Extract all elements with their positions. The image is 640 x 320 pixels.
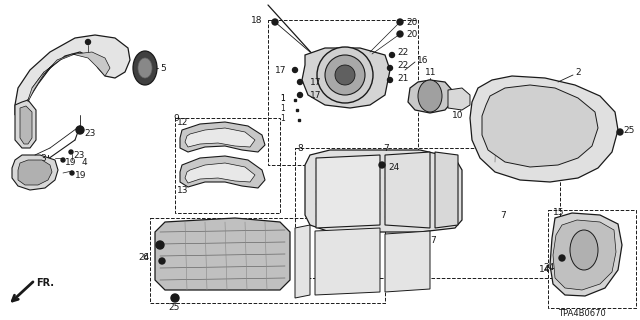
Polygon shape: [15, 100, 36, 148]
Circle shape: [272, 19, 278, 25]
Polygon shape: [20, 106, 32, 144]
Circle shape: [387, 77, 392, 83]
Text: 1: 1: [280, 114, 285, 123]
Polygon shape: [185, 128, 255, 147]
Text: 20: 20: [406, 18, 417, 27]
Ellipse shape: [335, 65, 355, 85]
Text: 24: 24: [139, 253, 150, 262]
Polygon shape: [12, 155, 58, 190]
Text: 25: 25: [623, 125, 634, 134]
Polygon shape: [185, 163, 255, 183]
Polygon shape: [553, 220, 616, 290]
Text: 23: 23: [73, 150, 84, 159]
Text: 20: 20: [406, 29, 417, 38]
Polygon shape: [15, 35, 130, 115]
Text: 23: 23: [84, 129, 95, 138]
Text: 1: 1: [280, 93, 285, 102]
Bar: [175, 118, 280, 213]
Circle shape: [617, 129, 623, 135]
Text: 1: 1: [280, 103, 285, 113]
Text: 1: 1: [280, 93, 285, 102]
Text: 18: 18: [250, 15, 262, 25]
Text: TPA4B0670: TPA4B0670: [558, 309, 605, 318]
Polygon shape: [385, 231, 430, 292]
Text: 17: 17: [310, 91, 321, 100]
Text: 19: 19: [75, 171, 86, 180]
Bar: [150, 218, 385, 303]
Ellipse shape: [325, 55, 365, 95]
Text: 7: 7: [500, 211, 506, 220]
Polygon shape: [302, 48, 390, 108]
Text: 10: 10: [452, 110, 463, 119]
Polygon shape: [482, 85, 598, 167]
Text: 12: 12: [177, 117, 188, 126]
Polygon shape: [18, 160, 52, 185]
Text: 22: 22: [397, 47, 408, 57]
Circle shape: [559, 255, 565, 261]
Circle shape: [397, 31, 403, 37]
Circle shape: [390, 52, 394, 58]
Text: 14: 14: [539, 266, 550, 275]
Text: 8: 8: [297, 143, 303, 153]
Text: 19: 19: [65, 157, 77, 166]
Ellipse shape: [317, 47, 373, 103]
Text: 22: 22: [397, 60, 408, 69]
Circle shape: [292, 68, 298, 73]
Polygon shape: [180, 122, 265, 152]
Circle shape: [379, 162, 385, 168]
Ellipse shape: [418, 80, 442, 112]
Bar: [295, 148, 560, 278]
Polygon shape: [316, 155, 380, 228]
Polygon shape: [295, 225, 310, 298]
Text: 6: 6: [142, 253, 148, 262]
Polygon shape: [385, 152, 430, 228]
Polygon shape: [408, 80, 452, 113]
Ellipse shape: [138, 58, 152, 78]
Circle shape: [387, 66, 392, 70]
Circle shape: [298, 79, 303, 84]
Circle shape: [76, 126, 84, 134]
Text: 17: 17: [310, 77, 321, 86]
Text: 24: 24: [388, 163, 399, 172]
Text: 2: 2: [575, 68, 580, 76]
Text: 13: 13: [177, 186, 189, 195]
Circle shape: [397, 19, 403, 25]
Polygon shape: [448, 88, 470, 110]
Text: 9: 9: [173, 114, 179, 123]
Circle shape: [70, 171, 74, 175]
Text: 24: 24: [544, 263, 555, 273]
Circle shape: [86, 39, 90, 44]
Ellipse shape: [133, 51, 157, 85]
Text: 21: 21: [397, 74, 408, 83]
Text: 17: 17: [275, 66, 286, 75]
Polygon shape: [470, 76, 618, 182]
Polygon shape: [155, 218, 290, 290]
Circle shape: [159, 258, 165, 264]
Polygon shape: [315, 228, 380, 295]
Circle shape: [171, 294, 179, 302]
Circle shape: [69, 150, 73, 154]
Polygon shape: [28, 52, 110, 102]
Text: FR.: FR.: [36, 278, 54, 288]
Bar: [268, 20, 418, 165]
Text: 7: 7: [383, 143, 388, 153]
Circle shape: [61, 158, 65, 162]
Polygon shape: [305, 150, 462, 232]
Text: 25: 25: [168, 303, 179, 313]
Text: 3: 3: [40, 154, 45, 163]
Text: 16: 16: [417, 55, 429, 65]
Ellipse shape: [570, 230, 598, 270]
Polygon shape: [180, 156, 265, 188]
Text: 15: 15: [553, 207, 564, 217]
Text: 11: 11: [425, 68, 436, 76]
Text: 7: 7: [430, 236, 436, 244]
Polygon shape: [435, 152, 458, 228]
Circle shape: [156, 241, 164, 249]
Circle shape: [298, 92, 303, 98]
Text: 4: 4: [82, 157, 88, 166]
Bar: [548, 210, 636, 308]
Text: 5: 5: [160, 63, 166, 73]
Polygon shape: [550, 213, 622, 296]
